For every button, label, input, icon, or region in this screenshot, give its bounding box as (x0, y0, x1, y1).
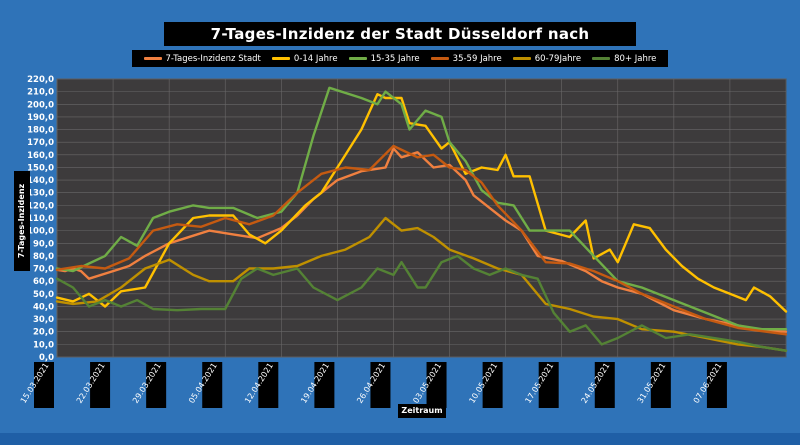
y-axis-label: 7-Tages-Inzidenz (14, 171, 30, 271)
legend-label: 15-35 Jahre (370, 53, 420, 64)
y-axis: 0,0 10,0 20,0 30,0 40,0 50,0 60,0 70,0 80,0 90,0 1… (27, 75, 54, 363)
y-tick-label: 120,0 (27, 201, 54, 211)
x-tick-label-bg (370, 362, 391, 408)
legend-swatch (271, 57, 290, 60)
legend-item: 15-35 Jahre (348, 53, 420, 64)
x-tick-label-bg (258, 362, 279, 408)
x-tick-label-bg (482, 362, 503, 408)
x-tick-label-bg (594, 362, 615, 408)
series-line-5 (55, 216, 788, 352)
y-tick-label: 0,0 (39, 353, 54, 363)
y-tick-label: 10,0 (33, 340, 54, 350)
series-line-1 (55, 147, 788, 333)
y-tick-label: 170,0 (27, 138, 54, 148)
legend-item: 7-Tages-Inzidenz Stadt (143, 53, 261, 64)
series-line-3 (55, 86, 788, 331)
x-axis: 15.03.2021 22.03.2021 29.03.2021 05.04.2021… (19, 361, 727, 408)
y-tick-label: 220,0 (27, 75, 54, 85)
x-tick-label-bg (426, 362, 447, 408)
y-tick-label: 50,0 (33, 290, 54, 300)
x-tick-label-bg (650, 362, 671, 408)
x-tick-label-bg (146, 362, 167, 408)
legend-item: 60-79Jahre (512, 53, 582, 64)
y-tick-label: 210,0 (27, 88, 54, 98)
y-tick-label: 80,0 (33, 252, 54, 262)
y-tick-label: 150,0 (27, 163, 54, 173)
legend-label: 60-79Jahre (534, 53, 582, 64)
legend-label: 7-Tages-Inzidenz Stadt (165, 53, 261, 64)
legend-item: 0-14 Jahre (271, 53, 338, 64)
chart-title: 7-Tages-Inzidenz der Stadt Düsseldorf na… (164, 22, 636, 67)
x-tick-label-bg (538, 362, 559, 408)
y-tick-label: 180,0 (27, 126, 54, 136)
x-tick-label-bg (90, 362, 111, 408)
legend-label: 35-59 Jahre (452, 53, 502, 64)
legend-swatch (348, 57, 367, 60)
y-tick-label: 100,0 (27, 227, 54, 237)
y-tick-label: 200,0 (27, 100, 54, 110)
x-tick-label-bg (34, 362, 54, 408)
series-line-6 (55, 254, 788, 352)
bottom-strip (0, 433, 800, 445)
y-tick-label: 70,0 (33, 265, 54, 275)
y-tick-label: 110,0 (27, 214, 54, 224)
y-tick-label: 30,0 (33, 315, 54, 325)
x-axis-label: Zeitraum (398, 404, 446, 418)
x-tick-label-bg (202, 362, 223, 408)
y-tick-label: 140,0 (27, 176, 54, 186)
legend: 7-Tages-Inzidenz Stadt 0-14 Jahre 15-35 Ja… (132, 50, 668, 67)
series-line-4 (55, 144, 788, 336)
legend-swatch (592, 57, 611, 60)
y-tick-label: 130,0 (27, 189, 54, 199)
x-tick-label-bg (706, 362, 727, 408)
y-tick-label: 190,0 (27, 113, 54, 123)
legend-item: 35-59 Jahre (430, 53, 502, 64)
y-tick-label: 60,0 (33, 277, 54, 287)
y-tick-label: 90,0 (33, 239, 54, 249)
legend-swatch (143, 57, 162, 60)
y-tick-label: 40,0 (33, 302, 54, 312)
legend-swatch (430, 57, 449, 60)
legend-swatch (512, 57, 531, 60)
legend-label: 80+ Jahre (614, 53, 657, 64)
legend-label: 0-14 Jahre (293, 53, 338, 64)
series-lines (55, 86, 788, 352)
x-tick-label-bg (314, 362, 335, 408)
y-tick-label: 160,0 (27, 151, 54, 161)
y-tick-label: 20,0 (33, 328, 54, 338)
legend-item: 80+ Jahre (592, 54, 656, 64)
